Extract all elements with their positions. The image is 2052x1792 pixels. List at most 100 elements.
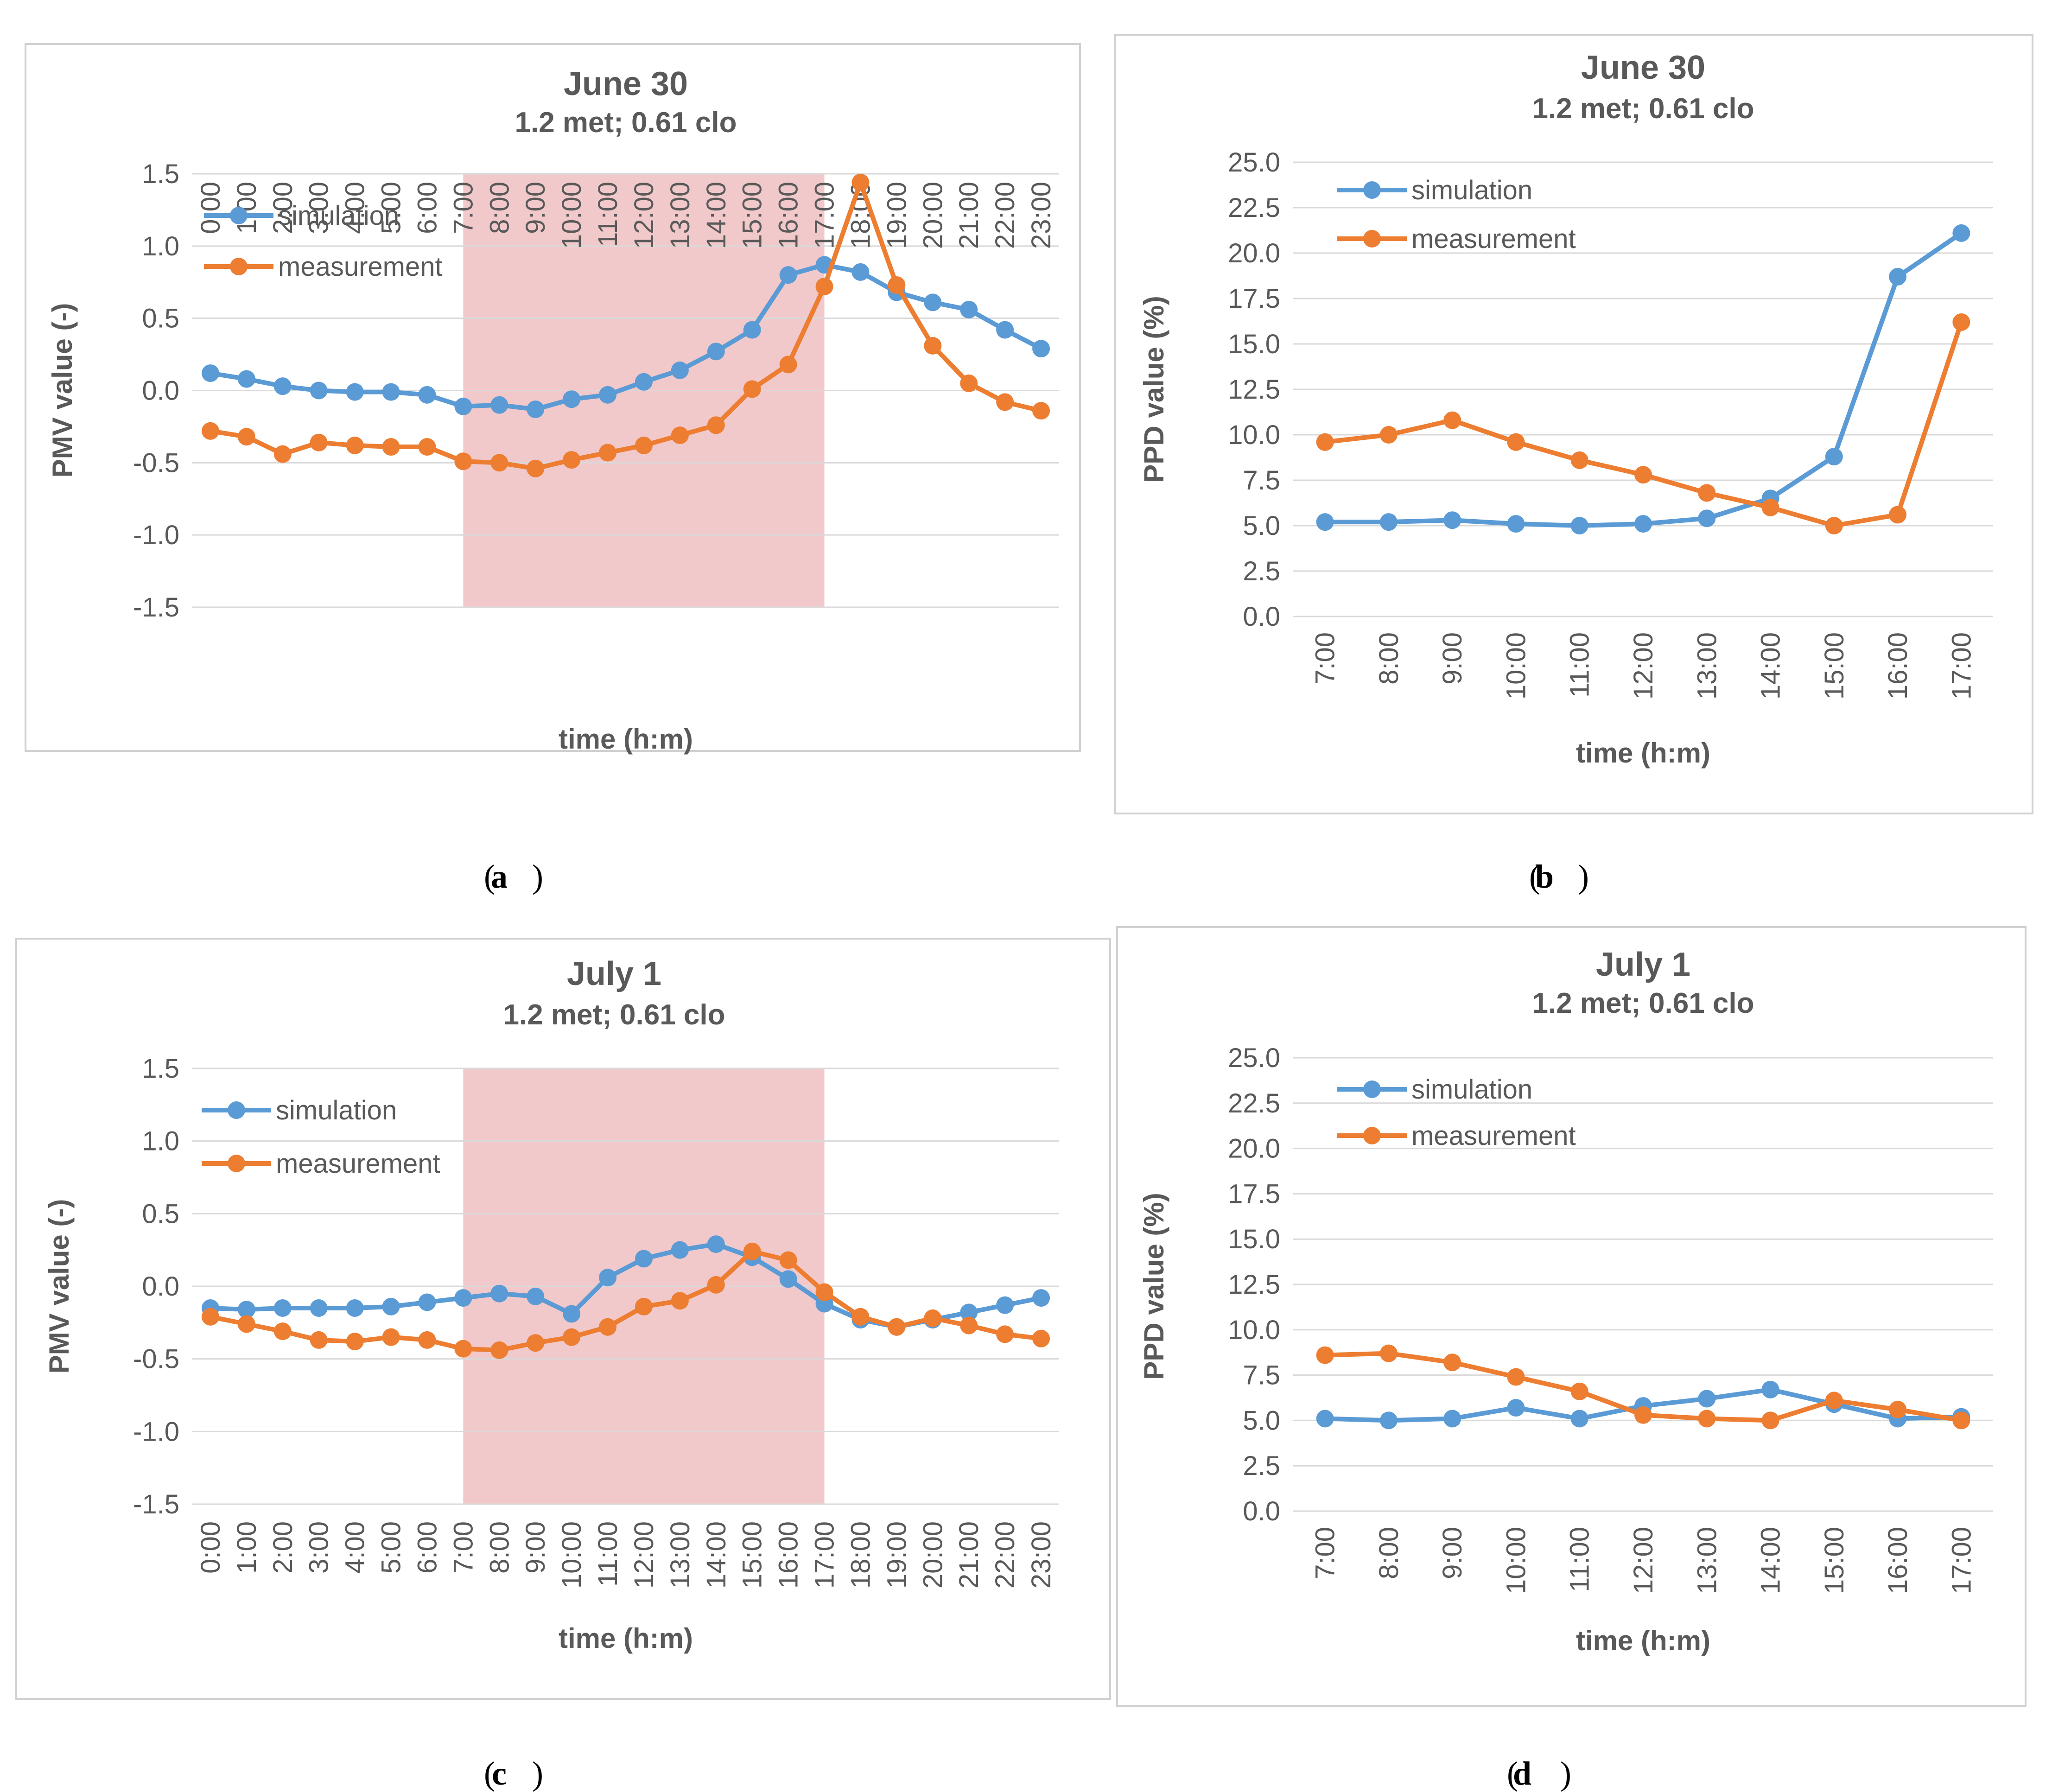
data-point-measurement	[1825, 1392, 1843, 1410]
x-tick-label: 3:00	[304, 1521, 334, 1574]
data-point-measurement	[1889, 1400, 1907, 1418]
data-point-measurement	[743, 1242, 761, 1260]
y-tick-label: 12.5	[1228, 375, 1280, 405]
data-point-measurement	[635, 1297, 653, 1315]
x-tick-label: 9:00	[1437, 1527, 1468, 1579]
data-point-simulation	[490, 1284, 508, 1303]
y-tick-label: 20.0	[1228, 238, 1280, 268]
data-point-measurement	[707, 416, 725, 434]
data-point-simulation	[1507, 515, 1525, 533]
data-point-simulation	[490, 396, 508, 414]
y-tick-label: 20.0	[1228, 1134, 1280, 1164]
data-point-simulation	[779, 1270, 797, 1288]
x-tick-label: 10:00	[1501, 1527, 1531, 1594]
y-tick-label: 2.5	[1243, 556, 1280, 586]
x-tick-label: 18:00	[845, 1521, 876, 1589]
y-tick-label: 22.5	[1228, 1088, 1280, 1118]
x-tick-label: 8:00	[484, 1521, 515, 1574]
data-point-measurement	[273, 445, 292, 463]
y-tick-label: 12.5	[1228, 1270, 1280, 1300]
data-point-simulation	[996, 1296, 1014, 1314]
data-point-simulation	[1379, 513, 1398, 531]
chart-d: 25.0 22.5 20.0 17.5 15.0 12.5 10.0 7.5 5.0 2.5 0.0…	[1116, 926, 2027, 1707]
data-point-measurement	[1316, 1346, 1334, 1364]
y-tick-label: -0.5	[133, 448, 179, 478]
y-tick-label: 17.5	[1228, 284, 1280, 314]
chart-a: 1.51.00.50.0-0.5-1.0-1.50:00 1:00 2:00 3:00…	[25, 43, 1081, 755]
data-point-measurement	[1316, 433, 1334, 451]
chart-title: July 1	[1596, 946, 1690, 983]
data-point-measurement	[382, 1328, 400, 1346]
y-tick-label: 7.5	[1243, 1360, 1280, 1391]
y-tick-label: 2.5	[1243, 1451, 1280, 1481]
data-point-measurement	[960, 1316, 978, 1334]
data-point-simulation	[779, 266, 797, 284]
data-point-measurement	[1698, 1410, 1716, 1428]
data-point-simulation	[418, 1293, 436, 1311]
x-tick-label: 16:00	[1883, 632, 1913, 699]
x-tick-label: 22:00	[990, 182, 1020, 249]
caption-letter: a	[491, 858, 508, 895]
legend-label-simulation: simulation	[276, 1095, 397, 1125]
data-point-simulation	[454, 1289, 472, 1307]
data-point-simulation	[851, 263, 870, 281]
x-axis-label: time (h:m)	[559, 724, 693, 755]
legend-marker-simulation	[230, 207, 248, 224]
data-point-measurement	[1634, 1406, 1652, 1424]
data-point-simulation	[671, 1241, 689, 1259]
chart-title: July 1	[567, 955, 661, 992]
data-point-simulation	[1570, 1410, 1588, 1428]
data-point-simulation	[996, 321, 1014, 339]
data-point-measurement	[490, 454, 508, 472]
data-point-measurement	[237, 1315, 255, 1333]
data-point-measurement	[1889, 506, 1907, 524]
data-point-measurement	[1379, 1344, 1398, 1362]
data-point-simulation	[707, 343, 725, 361]
data-point-measurement	[1032, 402, 1050, 420]
caption-close-paren: )	[1578, 858, 1589, 895]
data-point-simulation	[237, 370, 255, 388]
legend-label-measurement: measurement	[1411, 1121, 1576, 1151]
data-point-simulation	[1032, 340, 1050, 358]
x-tick-label: 10:00	[1501, 632, 1531, 699]
y-tick-label: 10.0	[1228, 420, 1280, 450]
data-point-simulation	[310, 381, 328, 400]
x-tick-label: 7:00	[1310, 1527, 1340, 1579]
data-point-measurement	[201, 422, 219, 440]
x-tick-label: 3:00	[304, 182, 334, 234]
x-tick-label: 9:00	[1437, 632, 1468, 685]
x-tick-label: 10:00	[557, 1521, 587, 1589]
y-tick-label: 0.0	[142, 1271, 179, 1302]
data-point-measurement	[996, 393, 1014, 411]
data-point-measurement	[1443, 1354, 1461, 1372]
data-point-measurement	[1032, 1329, 1050, 1347]
data-point-simulation	[1825, 448, 1843, 466]
data-point-measurement	[635, 436, 653, 454]
data-point-simulation	[635, 1250, 653, 1268]
legend-label-measurement: measurement	[276, 1149, 440, 1179]
x-tick-label: 4:00	[340, 1521, 370, 1574]
data-point-simulation	[382, 383, 400, 401]
chart-subtitle: 1.2 met; 0.61 clo	[1532, 93, 1754, 125]
x-tick-label: 23:00	[1026, 182, 1056, 249]
x-tick-label: 16:00	[774, 1521, 804, 1589]
x-tick-label: 17:00	[1946, 632, 1976, 699]
x-axis-label: time (h:m)	[1576, 737, 1710, 769]
data-point-measurement	[707, 1276, 725, 1294]
y-axis-label: PPD value (%)	[1138, 1193, 1169, 1379]
x-tick-label: 11:00	[1565, 1527, 1595, 1592]
caption-open-paren: (	[484, 1755, 495, 1792]
x-tick-label: 5:00	[376, 1521, 407, 1574]
y-tick-label: -1.0	[133, 1417, 179, 1447]
x-tick-label: 23:00	[1026, 1521, 1056, 1589]
x-tick-label: 9:00	[521, 182, 551, 234]
data-point-measurement	[1698, 484, 1716, 502]
data-point-measurement	[454, 452, 472, 470]
legend-label-simulation: simulation	[278, 201, 399, 231]
y-tick-label: 0.0	[1243, 1496, 1280, 1526]
data-point-measurement	[1634, 466, 1652, 484]
legend-label-simulation: simulation	[1411, 175, 1532, 205]
data-point-simulation	[1507, 1399, 1525, 1417]
x-tick-label: 15:00	[1819, 632, 1849, 699]
data-point-measurement	[888, 1318, 906, 1336]
